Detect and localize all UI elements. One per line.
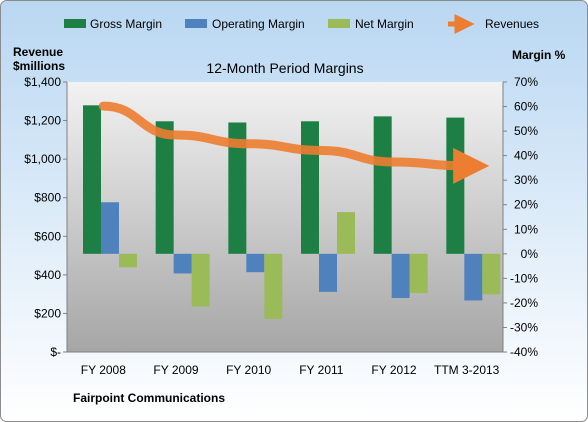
left-axis-tick-label: $- <box>50 345 61 359</box>
right-axis-tick-label: 0% <box>521 247 539 261</box>
bar-net-margin <box>191 253 210 307</box>
left-axis-title-line1: Revenue <box>13 45 63 59</box>
bar-operating-margin <box>464 253 483 301</box>
bar-net-margin <box>119 253 137 268</box>
bar-gross-margin <box>301 121 319 254</box>
x-axis-category-label: FY 2009 <box>153 363 198 377</box>
right-axis-tick-label: 50% <box>514 124 538 138</box>
right-axis-tick-label: 30% <box>514 173 538 187</box>
revenue-line <box>98 101 490 184</box>
plot-area <box>67 82 503 352</box>
legend: Gross Margin Operating Margin Net Margin… <box>64 14 539 34</box>
bar-net-margin <box>337 212 355 254</box>
x-axis-category-label: FY 2008 <box>81 363 126 377</box>
right-axis-tick-label: 40% <box>514 149 538 163</box>
legend-swatch-net-margin <box>328 19 350 28</box>
right-axis-tick-label: 70% <box>514 75 538 89</box>
left-axis-tick-label: $1,400 <box>24 75 61 89</box>
right-axis-title: Margin % <box>512 48 566 62</box>
bar-gross-margin <box>155 121 174 254</box>
bar-operating-margin <box>101 202 119 254</box>
legend-label-operating-margin: Operating Margin <box>212 17 305 31</box>
right-axis-tick-label: -10% <box>510 271 538 285</box>
left-axis-title-line2: $millions <box>13 59 65 73</box>
x-axis-category-label: FY 2012 <box>371 363 416 377</box>
left-axis-tick-label: $200 <box>34 306 61 320</box>
bar-net-margin <box>264 253 283 319</box>
legend-swatch-operating-margin <box>185 19 207 28</box>
legend-label-gross-margin: Gross Margin <box>90 17 162 31</box>
left-axis-tick-label: $1,200 <box>24 114 61 128</box>
right-axis-tick-label: -20% <box>510 296 538 310</box>
bar-gross-margin <box>446 117 465 254</box>
right-axis-tick-label: 10% <box>514 222 538 236</box>
ticks-layer: $- $200 $400 $600 $800 $1,000 $1,200 $1,400 -40%… <box>24 75 538 377</box>
x-axis-category-label: FY 2010 <box>226 363 271 377</box>
revenue-line-layer <box>98 101 490 184</box>
bar-operating-margin <box>246 253 265 273</box>
bar-net-margin <box>409 253 428 294</box>
legend-label-net-margin: Net Margin <box>355 17 414 31</box>
bar-operating-margin <box>391 253 410 298</box>
bar-net-margin <box>482 253 501 295</box>
x-axis-category-label: TTM 3-2013 <box>434 363 500 377</box>
left-axis-tick-label: $800 <box>34 191 61 205</box>
bar-gross-margin <box>83 105 101 254</box>
right-axis-tick-label: -40% <box>510 345 538 359</box>
right-axis-tick-label: 20% <box>514 198 538 212</box>
legend-swatch-gross-margin <box>64 19 86 28</box>
bar-operating-margin <box>319 253 337 292</box>
legend-label-revenues: Revenues <box>485 17 539 31</box>
company-name: Fairpoint Communications <box>73 391 225 405</box>
x-axis-category-label: FY 2011 <box>299 363 344 377</box>
bar-gross-margin <box>373 116 392 254</box>
bar-operating-margin <box>173 253 192 274</box>
left-axis-tick-label: $400 <box>34 268 61 282</box>
right-axis-tick-label: 60% <box>514 100 538 114</box>
bar-gross-margin <box>228 122 247 254</box>
chart-title: 12-Month Period Margins <box>206 60 363 76</box>
right-axis-tick-label: -30% <box>510 320 538 334</box>
left-axis-tick-label: $1,000 <box>24 152 61 166</box>
left-axis-tick-label: $600 <box>34 229 61 243</box>
